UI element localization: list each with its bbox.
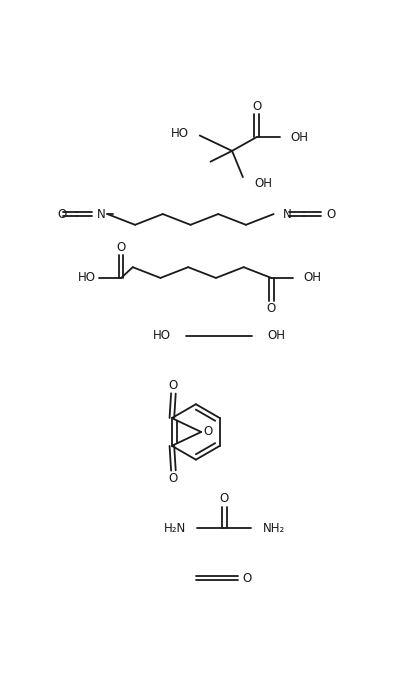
Text: OH: OH [267,329,285,342]
Text: OH: OH [291,131,308,143]
Text: HO: HO [153,329,171,342]
Text: O: O [169,472,178,485]
Text: O: O [242,572,251,585]
Text: HO: HO [78,271,96,284]
Text: O: O [327,207,336,220]
Text: O: O [169,379,178,392]
Text: O: O [204,426,213,439]
Text: N: N [283,207,292,220]
Text: H₂N: H₂N [163,522,186,534]
Text: O: O [252,100,261,113]
Text: HO: HO [171,127,189,141]
Text: O: O [57,207,67,220]
Text: OH: OH [304,271,322,284]
Text: N: N [97,207,106,220]
Text: O: O [267,302,276,316]
Text: O: O [116,241,126,254]
Text: OH: OH [254,177,272,190]
Text: NH₂: NH₂ [263,522,285,534]
Text: O: O [220,492,229,505]
